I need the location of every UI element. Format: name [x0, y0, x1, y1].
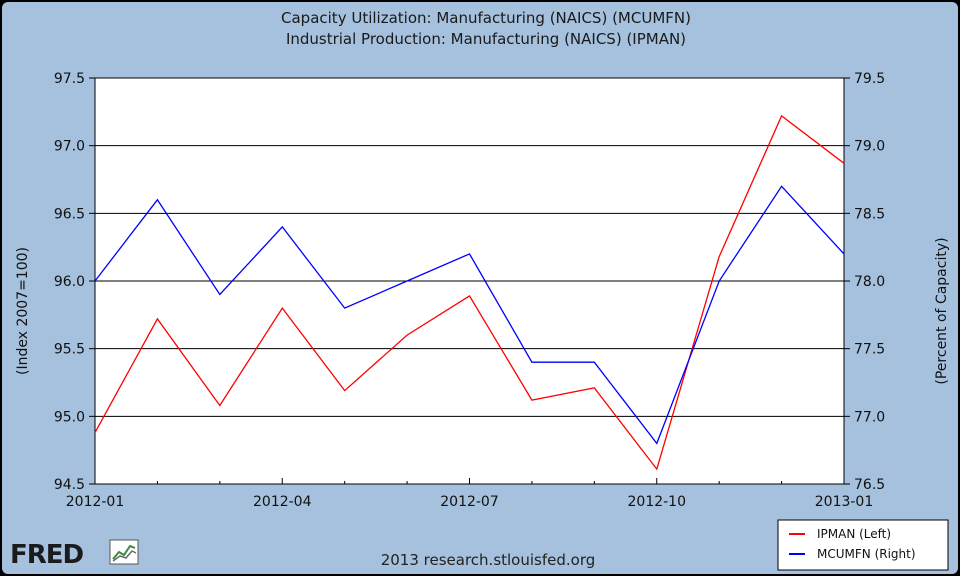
x-tick-label: 2012-01 — [66, 494, 125, 510]
fred-logo: FRED — [10, 539, 139, 570]
left-tick-label: 95.5 — [54, 342, 85, 358]
legend-label-mcumfn: MCUMFN (Right) — [817, 547, 916, 561]
right-axis-ticks: 76.5 77.0 77.5 78.0 78.5 79.0 79.5 — [844, 71, 885, 493]
x-tick-label: 2012-10 — [628, 494, 687, 510]
legend: IPMAN (Left) MCUMFN (Right) — [777, 519, 949, 571]
right-tick-label: 78.0 — [854, 274, 885, 290]
grid-lines — [95, 145, 844, 417]
source-credit: 2013 research.stlouisfed.org — [381, 551, 596, 569]
left-axis-ticks: 94.5 95.0 95.5 96.0 96.5 97.0 97.5 — [54, 71, 95, 493]
x-axis-ticks: 2012-01 2012-04 2012-07 2012-10 2013-01 — [66, 478, 874, 510]
fred-chart-icon — [109, 539, 139, 565]
x-tick-label: 2012-07 — [440, 494, 499, 510]
right-tick-label: 79.0 — [854, 139, 885, 155]
right-tick-label: 77.0 — [854, 409, 885, 425]
left-tick-label: 95.0 — [54, 409, 85, 425]
left-tick-label: 96.0 — [54, 274, 85, 290]
x-tick-label: 2013-01 — [815, 494, 874, 510]
series-line-mcumfn — [94, 185, 845, 445]
series-layer — [94, 114, 845, 471]
left-tick-label: 97.0 — [54, 139, 85, 155]
x-tick-label: 2012-04 — [253, 494, 312, 510]
chart-title-line-2: Industrial Production: Manufacturing (NA… — [286, 30, 686, 48]
right-tick-label: 77.5 — [854, 342, 885, 358]
left-tick-label: 97.5 — [54, 71, 85, 87]
fred-logo-text: FRED — [10, 540, 84, 570]
chart-title-line-1: Capacity Utilization: Manufacturing (NAI… — [281, 9, 691, 27]
left-tick-label: 96.5 — [54, 206, 85, 222]
right-tick-label: 79.5 — [854, 71, 885, 87]
legend-box — [777, 519, 949, 571]
right-axis-label: (Percent of Capacity) — [934, 237, 950, 384]
legend-label-ipman: IPMAN (Left) — [817, 527, 891, 541]
right-tick-label: 78.5 — [854, 206, 885, 222]
left-tick-label: 94.5 — [54, 477, 85, 493]
series-line-ipman — [94, 114, 845, 471]
left-axis-label: (Index 2007=100) — [15, 247, 31, 375]
right-tick-label: 76.5 — [854, 477, 885, 493]
